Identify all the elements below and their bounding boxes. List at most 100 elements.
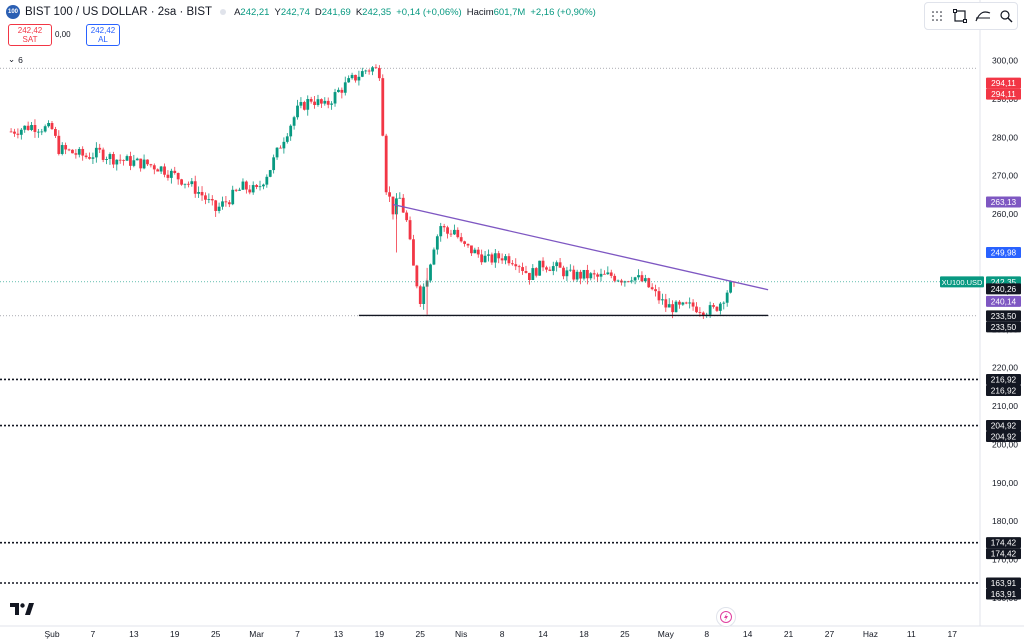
candle-body <box>357 76 361 81</box>
candle-body <box>262 184 265 187</box>
price-label: 294,11 <box>986 88 1021 100</box>
candle-body <box>637 275 640 278</box>
candle-body <box>244 181 248 190</box>
svg-text:204,92: 204,92 <box>991 432 1017 442</box>
candle-body <box>442 226 446 228</box>
candle-body <box>415 265 419 287</box>
candle-body <box>193 181 197 194</box>
candle-body <box>650 287 654 290</box>
price-label: 163,91 <box>986 588 1021 600</box>
x-tick-label: 17 <box>948 629 958 639</box>
zoom-icon[interactable] <box>997 7 1015 25</box>
candle-body <box>684 302 688 304</box>
candle-body <box>640 275 644 282</box>
x-tick-label: May <box>658 629 675 639</box>
candle-body <box>122 160 126 162</box>
candle-body <box>255 185 258 187</box>
candle-body <box>231 189 235 205</box>
candle-body <box>180 179 183 185</box>
candle-body <box>33 125 37 132</box>
y-tick-label: 270,00 <box>992 171 1018 181</box>
candle-body <box>626 281 630 283</box>
svg-text:233,50: 233,50 <box>991 311 1017 321</box>
y-tick-label: 200,00 <box>992 439 1018 449</box>
candle-body <box>381 78 385 136</box>
candle-body <box>367 70 371 72</box>
sell-button[interactable]: 242,42 SAT <box>8 24 52 46</box>
candle-body <box>517 266 521 268</box>
x-tick-label: 25 <box>211 629 221 639</box>
dotted-grid-icon[interactable] <box>928 7 946 25</box>
candle-body <box>688 302 692 304</box>
candle-body <box>190 181 194 185</box>
candles[interactable] <box>9 64 736 320</box>
candle-body <box>456 229 460 238</box>
candle-body <box>599 273 603 277</box>
candle-body <box>292 117 296 126</box>
candle-body <box>510 263 514 265</box>
candle-body <box>504 256 507 261</box>
candle-body <box>152 165 156 170</box>
candle-body <box>64 145 68 150</box>
symbol-title[interactable]: BIST 100 / US DOLLAR · 2sa · BIST <box>25 6 213 18</box>
candle-body <box>579 271 582 279</box>
candle-body <box>60 145 64 154</box>
x-tick-label: 19 <box>375 629 385 639</box>
candle-body <box>98 147 102 150</box>
candle-body <box>43 126 47 132</box>
candle-body <box>592 273 596 275</box>
indicators-toggle[interactable]: ⌄ 6 <box>8 53 32 66</box>
candle-body <box>316 99 320 105</box>
candle-body <box>435 236 439 250</box>
candle-body <box>551 266 555 271</box>
candle-body <box>241 181 245 190</box>
symbol-header[interactable]: 100 BIST 100 / US DOLLAR · 2sa · BIST A2… <box>6 4 596 20</box>
candle-body <box>371 67 374 72</box>
candle-body <box>135 158 139 161</box>
candle-body <box>654 289 657 292</box>
candle-body <box>234 189 238 191</box>
buy-button[interactable]: 242,42 AL <box>86 24 120 46</box>
trendline-drawing[interactable] <box>392 203 769 291</box>
candle-body <box>54 129 57 136</box>
candle-body <box>13 131 16 134</box>
candle-body <box>449 233 453 235</box>
chevron-down-icon: ⌄ <box>8 54 16 64</box>
frame-icon[interactable] <box>951 7 969 25</box>
candle-body <box>217 206 221 211</box>
candle-body <box>374 67 378 69</box>
price-label: 249,98 <box>986 247 1021 259</box>
lightning-icon[interactable] <box>716 607 736 627</box>
candle-body <box>207 199 211 200</box>
candle-body <box>30 125 33 130</box>
candle-body <box>671 304 675 313</box>
curve-icon[interactable] <box>974 7 992 25</box>
candle-body <box>200 192 204 196</box>
x-tick-label: 19 <box>170 629 180 639</box>
candle-body <box>275 147 279 158</box>
candle-body <box>163 166 166 175</box>
svg-text:249,98: 249,98 <box>991 248 1017 258</box>
candle-body <box>678 301 681 305</box>
y-tick-label: 170,00 <box>992 555 1018 565</box>
candle-body <box>248 189 252 193</box>
y-tick-label: 280,00 <box>992 132 1018 142</box>
candle-body <box>299 102 303 106</box>
candle-body <box>302 102 306 110</box>
x-tick-label: 7 <box>295 629 300 639</box>
svg-text:233,50: 233,50 <box>991 322 1017 332</box>
price-label: 204,92 <box>986 420 1021 432</box>
price-label: 233,50 <box>986 310 1021 322</box>
x-tick-label: 21 <box>784 629 794 639</box>
candle-body <box>514 264 518 267</box>
price-label: 240,26 <box>986 283 1021 295</box>
candle-body <box>422 286 426 304</box>
candle-body <box>405 212 409 221</box>
price-label: 233,50 <box>986 321 1021 333</box>
candle-body <box>214 200 218 211</box>
svg-text:216,92: 216,92 <box>991 374 1017 384</box>
candle-body <box>204 195 207 200</box>
candle-body <box>350 74 354 79</box>
candle-body <box>500 258 504 261</box>
